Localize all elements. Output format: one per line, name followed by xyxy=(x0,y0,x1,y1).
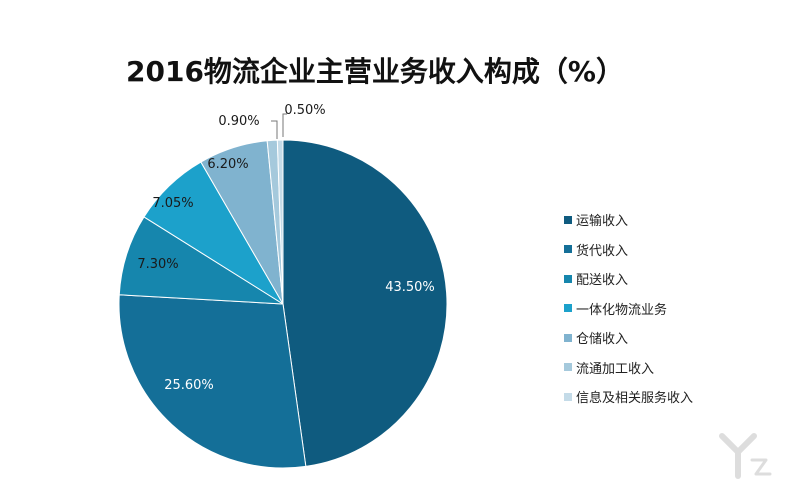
legend-swatch xyxy=(564,215,572,224)
data-label: 7.30% xyxy=(137,257,178,272)
legend-label: 一体化物流业务 xyxy=(576,302,668,318)
data-label: 43.50% xyxy=(385,280,435,295)
legend-swatch xyxy=(564,245,572,254)
legend-item: 仓储收入 xyxy=(564,323,774,353)
data-label: 25.60% xyxy=(164,378,214,393)
data-label: 7.05% xyxy=(152,196,193,211)
pie-slice xyxy=(276,139,284,305)
legend-swatch xyxy=(564,304,572,313)
leader-line xyxy=(271,120,278,139)
legend-label: 货代收入 xyxy=(576,243,629,259)
legend-item: 流通加工收入 xyxy=(564,353,774,383)
legend-item: 货代收入 xyxy=(564,235,774,265)
legend-item: 一体化物流业务 xyxy=(564,294,774,324)
chart-title: 2016物流企业主营业务收入构成（%） xyxy=(126,55,624,88)
legend-swatch xyxy=(564,363,572,372)
legend-item: 信息及相关服务收入 xyxy=(564,382,774,412)
data-label: 0.90% xyxy=(218,114,259,129)
legend-label: 流通加工收入 xyxy=(576,361,655,377)
legend-swatch xyxy=(564,333,572,342)
legend-label: 仓储收入 xyxy=(576,332,629,348)
legend-swatch xyxy=(564,274,572,283)
pie-slice xyxy=(282,139,448,467)
pie-slice xyxy=(118,294,307,469)
legend-item: 运输收入 xyxy=(564,205,774,235)
legend-label: 配送收入 xyxy=(576,273,629,289)
data-label: 0.50% xyxy=(284,103,325,118)
data-label: 6.20% xyxy=(207,157,248,172)
legend-swatch xyxy=(564,392,572,401)
leader-line xyxy=(282,113,287,137)
watermark-logo xyxy=(719,433,772,479)
legend: 运输收入 货代收入 配送收入 一体化物流业务 仓储收入 流通加工收入 信息及相关… xyxy=(564,205,774,412)
legend-label: 运输收入 xyxy=(576,214,629,230)
legend-item: 配送收入 xyxy=(564,264,774,294)
legend-label: 信息及相关服务收入 xyxy=(576,391,694,407)
